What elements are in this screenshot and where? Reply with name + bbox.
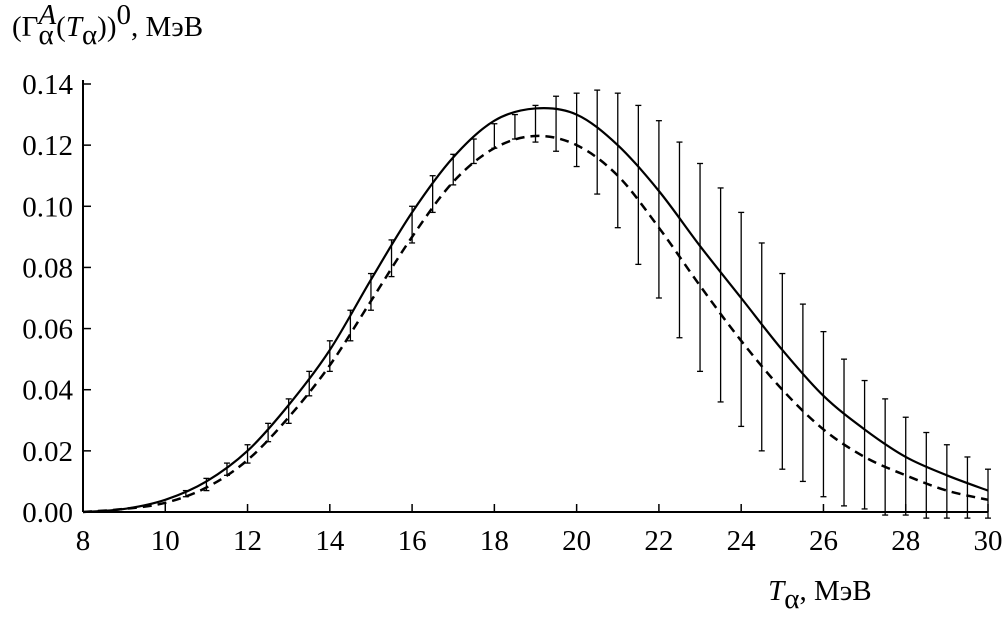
axis-label-part: A: [36, 0, 56, 31]
error-bar: [470, 138, 477, 165]
error-bar: [655, 120, 662, 299]
curve: [82, 107, 989, 514]
error-bar: [532, 104, 539, 143]
x-tick-label: 18: [480, 525, 509, 557]
error-bar: [244, 444, 251, 464]
curve: [82, 134, 989, 514]
error-bar: [861, 379, 868, 510]
axis-label-part: (Γ: [12, 11, 38, 43]
error-bar: [594, 89, 601, 195]
x-tick-label: 14: [315, 525, 345, 557]
error-bar: [388, 239, 395, 278]
axis-label-part: α: [38, 19, 53, 51]
error-bar: [347, 309, 354, 342]
y-tick-label: 0.10: [22, 191, 73, 223]
axis-label-part: 0: [117, 0, 132, 31]
axis-label-part: α: [82, 19, 97, 51]
axis-label-part: , МэВ: [131, 11, 203, 43]
x-tick-label: 26: [809, 525, 838, 557]
x-tick-label: 22: [644, 525, 673, 557]
error-bar: [841, 358, 848, 507]
error-bar: [799, 303, 806, 483]
error-bar: [738, 211, 745, 428]
error-bar: [902, 416, 909, 516]
axis-label-part: (: [56, 11, 66, 43]
axis-label-part: α: [784, 583, 799, 615]
y-tick-label: 0.00: [22, 497, 73, 529]
error-bar: [820, 330, 827, 498]
x-tick-label: 24: [727, 525, 757, 557]
y-tick-label: 0.06: [22, 314, 73, 346]
x-tick-label: 30: [974, 525, 1003, 557]
y-tick-label: 0.08: [22, 252, 73, 284]
axis-label-part: , МэВ: [800, 575, 872, 607]
axis-label-part: T: [768, 575, 786, 607]
error-bar: [923, 431, 930, 519]
y-tick-label: 0.04: [22, 375, 73, 407]
error-bar: [573, 92, 580, 168]
error-bar: [285, 398, 292, 424]
error-bar: [758, 242, 765, 452]
error-bar: [635, 104, 642, 266]
x-tick-label: 8: [76, 525, 91, 557]
y-tick-label: 0.12: [22, 130, 73, 162]
error-bar: [223, 462, 230, 476]
axis-label-part: )): [97, 11, 116, 43]
error-bar: [964, 456, 971, 519]
error-bar: [553, 95, 560, 152]
error-bar: [697, 162, 704, 373]
x-tick-label: 16: [398, 525, 427, 557]
error-bar: [429, 175, 436, 214]
error-bar: [779, 272, 786, 470]
error-bar: [717, 187, 724, 403]
y-tick-label: 0.02: [22, 436, 73, 468]
axis-label-part: T: [66, 11, 84, 43]
error-bar: [614, 92, 621, 229]
error-bar: [367, 272, 374, 311]
x-tick-label: 10: [151, 525, 180, 557]
error-bar: [306, 370, 313, 397]
y-tick-label: 0.14: [22, 69, 73, 101]
error-bar: [511, 113, 518, 140]
error-bar: [409, 205, 416, 244]
error-bar: [203, 477, 210, 492]
error-bar: [882, 398, 889, 516]
x-tick-label: 28: [891, 525, 920, 557]
error-bar: [265, 422, 272, 443]
error-bar: [450, 153, 457, 186]
x-tick-label: 20: [562, 525, 591, 557]
error-bar: [326, 340, 333, 373]
error-bar: [491, 123, 498, 149]
error-bar: [985, 468, 991, 519]
x-tick-label: 12: [233, 525, 262, 557]
error-bar: [676, 141, 683, 339]
error-bar: [943, 444, 950, 519]
error-bar: [182, 489, 189, 498]
